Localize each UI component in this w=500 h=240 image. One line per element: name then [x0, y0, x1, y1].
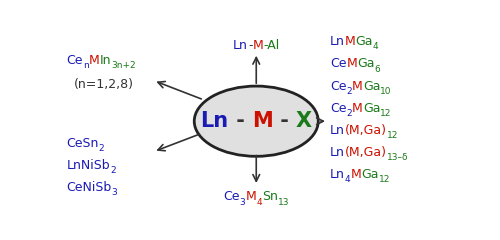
Text: Ln: Ln — [330, 168, 345, 181]
Text: Ga: Ga — [356, 35, 373, 48]
Text: (M,Ga): (M,Ga) — [344, 124, 387, 137]
Text: Ln: Ln — [330, 35, 345, 48]
Text: 13–δ: 13–δ — [386, 153, 408, 162]
Text: n: n — [83, 61, 88, 70]
Text: 2: 2 — [110, 166, 116, 175]
Text: 2: 2 — [346, 87, 352, 96]
Text: 10: 10 — [380, 87, 392, 96]
Text: 3: 3 — [240, 198, 246, 207]
Text: Sn: Sn — [262, 191, 278, 204]
Text: -: - — [272, 111, 296, 131]
Text: -: - — [229, 111, 252, 131]
Text: (M,Ga): (M,Ga) — [344, 146, 387, 159]
Text: M: M — [346, 57, 357, 70]
Text: 12: 12 — [378, 175, 390, 185]
Text: M: M — [88, 54, 100, 67]
Text: M: M — [350, 168, 361, 181]
Text: Ga: Ga — [361, 168, 378, 181]
Text: 13: 13 — [278, 198, 289, 207]
Text: Ce: Ce — [330, 102, 346, 115]
Text: X: X — [296, 111, 312, 131]
Text: M: M — [246, 191, 256, 204]
Text: Ga: Ga — [363, 80, 380, 93]
Text: 12: 12 — [380, 109, 392, 118]
Text: Ce: Ce — [330, 80, 346, 93]
Text: M: M — [352, 102, 363, 115]
Text: 2: 2 — [99, 144, 104, 153]
Text: 4: 4 — [344, 175, 350, 185]
Text: 6: 6 — [374, 65, 380, 74]
Text: -: - — [248, 39, 252, 52]
Text: M: M — [252, 39, 263, 52]
Text: 4: 4 — [256, 198, 262, 207]
Text: M: M — [252, 111, 272, 131]
Text: Ce: Ce — [330, 57, 346, 70]
Text: Ga: Ga — [357, 57, 374, 70]
Text: 2: 2 — [346, 109, 352, 118]
Text: Ln: Ln — [330, 146, 345, 159]
Text: Ln: Ln — [233, 39, 248, 52]
Text: -Al: -Al — [263, 39, 280, 52]
Text: 3: 3 — [112, 188, 117, 198]
Text: M: M — [344, 35, 356, 48]
Text: Ce: Ce — [223, 191, 240, 204]
Text: 4: 4 — [373, 42, 378, 51]
Text: 3n+2: 3n+2 — [111, 61, 136, 70]
Ellipse shape — [194, 86, 318, 156]
Text: M: M — [352, 80, 363, 93]
Text: Ln: Ln — [200, 111, 228, 131]
Text: 12: 12 — [386, 131, 398, 140]
Text: Ce: Ce — [66, 54, 83, 67]
Text: CeNiSb: CeNiSb — [66, 181, 112, 194]
Text: Ga: Ga — [363, 102, 380, 115]
Text: (n=1,2,8): (n=1,2,8) — [74, 78, 134, 91]
Text: CeSn: CeSn — [66, 137, 99, 150]
Text: Ln: Ln — [330, 124, 345, 137]
Text: LnNiSb: LnNiSb — [66, 159, 110, 172]
Text: In: In — [100, 54, 111, 67]
